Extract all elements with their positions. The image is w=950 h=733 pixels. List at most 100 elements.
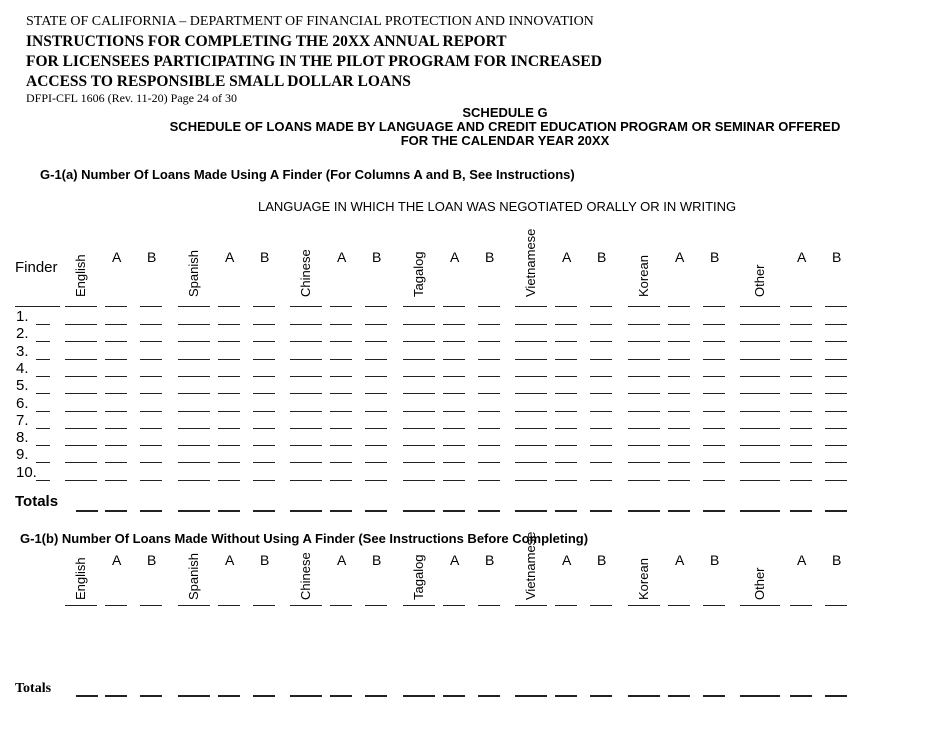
entry-input-line[interactable]	[740, 358, 780, 360]
entry-input-line[interactable]	[253, 445, 275, 447]
entry-input-line[interactable]	[365, 393, 387, 395]
entry-input-line[interactable]	[515, 445, 547, 447]
entry-input-line[interactable]	[140, 462, 162, 464]
entry-input-line[interactable]	[478, 410, 500, 412]
totals-input-line[interactable]	[590, 695, 612, 697]
entry-input-line[interactable]	[105, 479, 127, 481]
entry-input-line[interactable]	[65, 341, 97, 343]
entry-input-line[interactable]	[178, 341, 210, 343]
entry-input-line[interactable]	[825, 427, 847, 429]
entry-input-line[interactable]	[65, 427, 97, 429]
entry-input-line[interactable]	[825, 393, 847, 395]
entry-input-line[interactable]	[790, 479, 812, 481]
entry-input-line[interactable]	[478, 427, 500, 429]
entry-input-line[interactable]	[330, 375, 352, 377]
entry-input-line[interactable]	[253, 393, 275, 395]
totals-input-line[interactable]	[105, 695, 127, 697]
entry-input-line[interactable]	[590, 375, 612, 377]
totals-input-line[interactable]	[478, 695, 500, 697]
entry-input-line[interactable]	[555, 358, 577, 360]
entry-input-line[interactable]	[628, 324, 660, 325]
entry-input-line[interactable]	[703, 410, 725, 412]
entry-input-line[interactable]	[290, 375, 322, 377]
entry-input-line[interactable]	[65, 479, 97, 481]
entry-input-line[interactable]	[515, 375, 547, 377]
entry-input-line[interactable]	[555, 393, 577, 395]
entry-input-line[interactable]	[668, 358, 690, 360]
entry-input-line[interactable]	[628, 445, 660, 447]
entry-input-line[interactable]	[668, 462, 690, 464]
entry-input-line[interactable]	[140, 445, 162, 447]
entry-input-line[interactable]	[703, 375, 725, 377]
entry-input-line[interactable]	[790, 375, 812, 377]
entry-input-line[interactable]	[590, 427, 612, 429]
totals-input-line[interactable]	[703, 510, 725, 512]
entry-input-line[interactable]	[478, 324, 500, 325]
entry-input-line[interactable]	[790, 341, 812, 343]
entry-input-line[interactable]	[178, 375, 210, 377]
totals-input-line[interactable]	[76, 695, 98, 697]
entry-input-line[interactable]	[478, 462, 500, 464]
entry-input-line[interactable]	[515, 393, 547, 395]
totals-input-line[interactable]	[590, 510, 612, 512]
entry-input-line[interactable]	[740, 393, 780, 395]
entry-input-line[interactable]	[365, 462, 387, 464]
entry-input-line[interactable]	[590, 324, 612, 325]
finder-input-line[interactable]	[36, 427, 50, 429]
entry-input-line[interactable]	[825, 375, 847, 377]
entry-input-line[interactable]	[330, 462, 352, 464]
totals-input-line[interactable]	[290, 695, 322, 697]
entry-input-line[interactable]	[178, 462, 210, 464]
entry-input-line[interactable]	[628, 479, 660, 481]
entry-input-line[interactable]	[590, 341, 612, 343]
entry-input-line[interactable]	[218, 462, 240, 464]
entry-input-line[interactable]	[105, 410, 127, 412]
entry-input-line[interactable]	[443, 358, 465, 360]
entry-input-line[interactable]	[555, 375, 577, 377]
entry-input-line[interactable]	[403, 427, 435, 429]
entry-input-line[interactable]	[443, 410, 465, 412]
entry-input-line[interactable]	[590, 410, 612, 412]
entry-input-line[interactable]	[628, 410, 660, 412]
entry-input-line[interactable]	[218, 445, 240, 447]
entry-input-line[interactable]	[290, 479, 322, 481]
entry-input-line[interactable]	[290, 341, 322, 343]
entry-input-line[interactable]	[290, 393, 322, 395]
totals-input-line[interactable]	[140, 695, 162, 697]
entry-input-line[interactable]	[330, 410, 352, 412]
entry-input-line[interactable]	[825, 410, 847, 412]
entry-input-line[interactable]	[365, 479, 387, 481]
entry-input-line[interactable]	[105, 427, 127, 429]
entry-input-line[interactable]	[740, 410, 780, 412]
entry-input-line[interactable]	[443, 375, 465, 377]
entry-input-line[interactable]	[668, 445, 690, 447]
entry-input-line[interactable]	[478, 393, 500, 395]
totals-input-line[interactable]	[825, 695, 847, 697]
entry-input-line[interactable]	[218, 393, 240, 395]
entry-input-line[interactable]	[65, 375, 97, 377]
finder-input-line[interactable]	[36, 341, 50, 343]
entry-input-line[interactable]	[443, 341, 465, 343]
entry-input-line[interactable]	[178, 324, 210, 325]
entry-input-line[interactable]	[628, 375, 660, 377]
entry-input-line[interactable]	[555, 341, 577, 343]
entry-input-line[interactable]	[403, 375, 435, 377]
finder-input-line[interactable]	[36, 410, 50, 412]
entry-input-line[interactable]	[668, 479, 690, 481]
finder-input-line[interactable]	[36, 358, 50, 360]
totals-input-line[interactable]	[218, 510, 240, 512]
entry-input-line[interactable]	[178, 445, 210, 447]
totals-input-line[interactable]	[443, 695, 465, 697]
entry-input-line[interactable]	[330, 324, 352, 325]
finder-input-line[interactable]	[36, 393, 50, 395]
entry-input-line[interactable]	[825, 479, 847, 481]
entry-input-line[interactable]	[218, 341, 240, 343]
entry-input-line[interactable]	[253, 358, 275, 360]
entry-input-line[interactable]	[515, 462, 547, 464]
totals-input-line[interactable]	[740, 695, 780, 697]
totals-input-line[interactable]	[515, 695, 547, 697]
totals-input-line[interactable]	[105, 510, 127, 512]
entry-input-line[interactable]	[825, 324, 847, 325]
entry-input-line[interactable]	[668, 324, 690, 325]
entry-input-line[interactable]	[703, 393, 725, 395]
